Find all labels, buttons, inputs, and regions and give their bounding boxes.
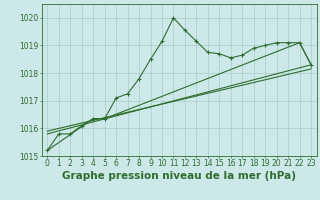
X-axis label: Graphe pression niveau de la mer (hPa): Graphe pression niveau de la mer (hPa): [62, 171, 296, 181]
